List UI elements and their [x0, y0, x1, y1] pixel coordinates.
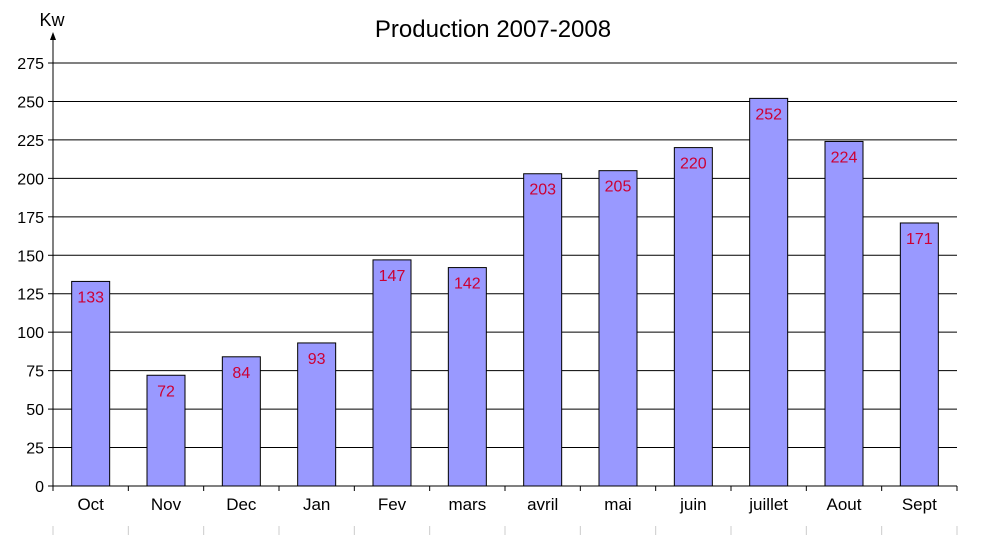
y-tick-labels: 0 25 50 75 100 125 150 175 200 225 250 275: [17, 56, 44, 496]
data-label: 203: [529, 182, 556, 199]
x-tick-label: juillet: [748, 495, 788, 514]
y-tick-label: 0: [35, 479, 44, 496]
data-label: 220: [680, 156, 707, 173]
y-tick-label: 175: [17, 210, 44, 227]
x-tick-label: Dec: [226, 495, 257, 514]
bar-mars: [447, 267, 487, 487]
x-tick-label: avril: [527, 495, 558, 514]
x-tick-label: Oct: [77, 495, 104, 514]
x-tick-label: Aout: [827, 495, 862, 514]
chart-title: Production 2007-2008: [375, 16, 611, 43]
y-tick-label: 125: [17, 287, 44, 304]
x-tick-labels: Oct Nov Dec Jan Fev mars avril mai juin juillet Ao…: [77, 495, 937, 514]
data-label: 224: [831, 149, 858, 166]
data-label: 142: [454, 276, 481, 293]
y-axis-label: Kw: [39, 10, 65, 30]
bar-juillet: [749, 97, 789, 487]
axes: [48, 32, 958, 535]
bar-dec: [221, 356, 261, 487]
bar-sept: [899, 222, 939, 487]
data-label: 72: [157, 383, 175, 400]
x-tick-label: Jan: [303, 495, 330, 514]
x-tick-label: Fev: [378, 495, 407, 514]
y-tick-label: 225: [17, 133, 44, 150]
bar-oct: [71, 280, 111, 487]
y-tick-label: 25: [26, 441, 44, 458]
y-tick-label: 50: [26, 402, 44, 419]
gridlines: [53, 62, 957, 449]
data-label: 171: [906, 231, 933, 248]
data-label: 205: [605, 179, 632, 196]
y-tick-label: 75: [26, 364, 44, 381]
x-tick-label: mars: [448, 495, 486, 514]
bar-avril: [523, 173, 563, 487]
x-tick-label: juin: [679, 495, 706, 514]
bar-fev: [372, 259, 412, 487]
bar-mai: [598, 170, 638, 487]
bar-nov: [146, 374, 186, 487]
y-tick-label: 250: [17, 94, 44, 111]
y-tick-label: 100: [17, 325, 44, 342]
data-label: 147: [379, 268, 406, 285]
data-labels: 133 72 84 93 147 142 203 205 220 252 224 171: [77, 106, 932, 400]
y-tick-label: 275: [17, 56, 44, 73]
y-tick-label: 150: [17, 248, 44, 265]
x-tick-label: mai: [604, 495, 631, 514]
y-tick-label: 200: [17, 171, 44, 188]
bars: [71, 97, 939, 487]
y-axis-arrow: [50, 32, 56, 40]
bar-aout: [824, 140, 864, 487]
bar-juin: [673, 147, 713, 487]
x-tick-label: Nov: [151, 495, 182, 514]
data-label: 133: [77, 289, 104, 306]
data-label: 84: [232, 365, 250, 382]
x-tick-label: Sept: [902, 495, 937, 514]
data-label: 93: [308, 351, 326, 368]
data-label: 252: [755, 106, 782, 123]
bar-jan: [297, 342, 337, 487]
